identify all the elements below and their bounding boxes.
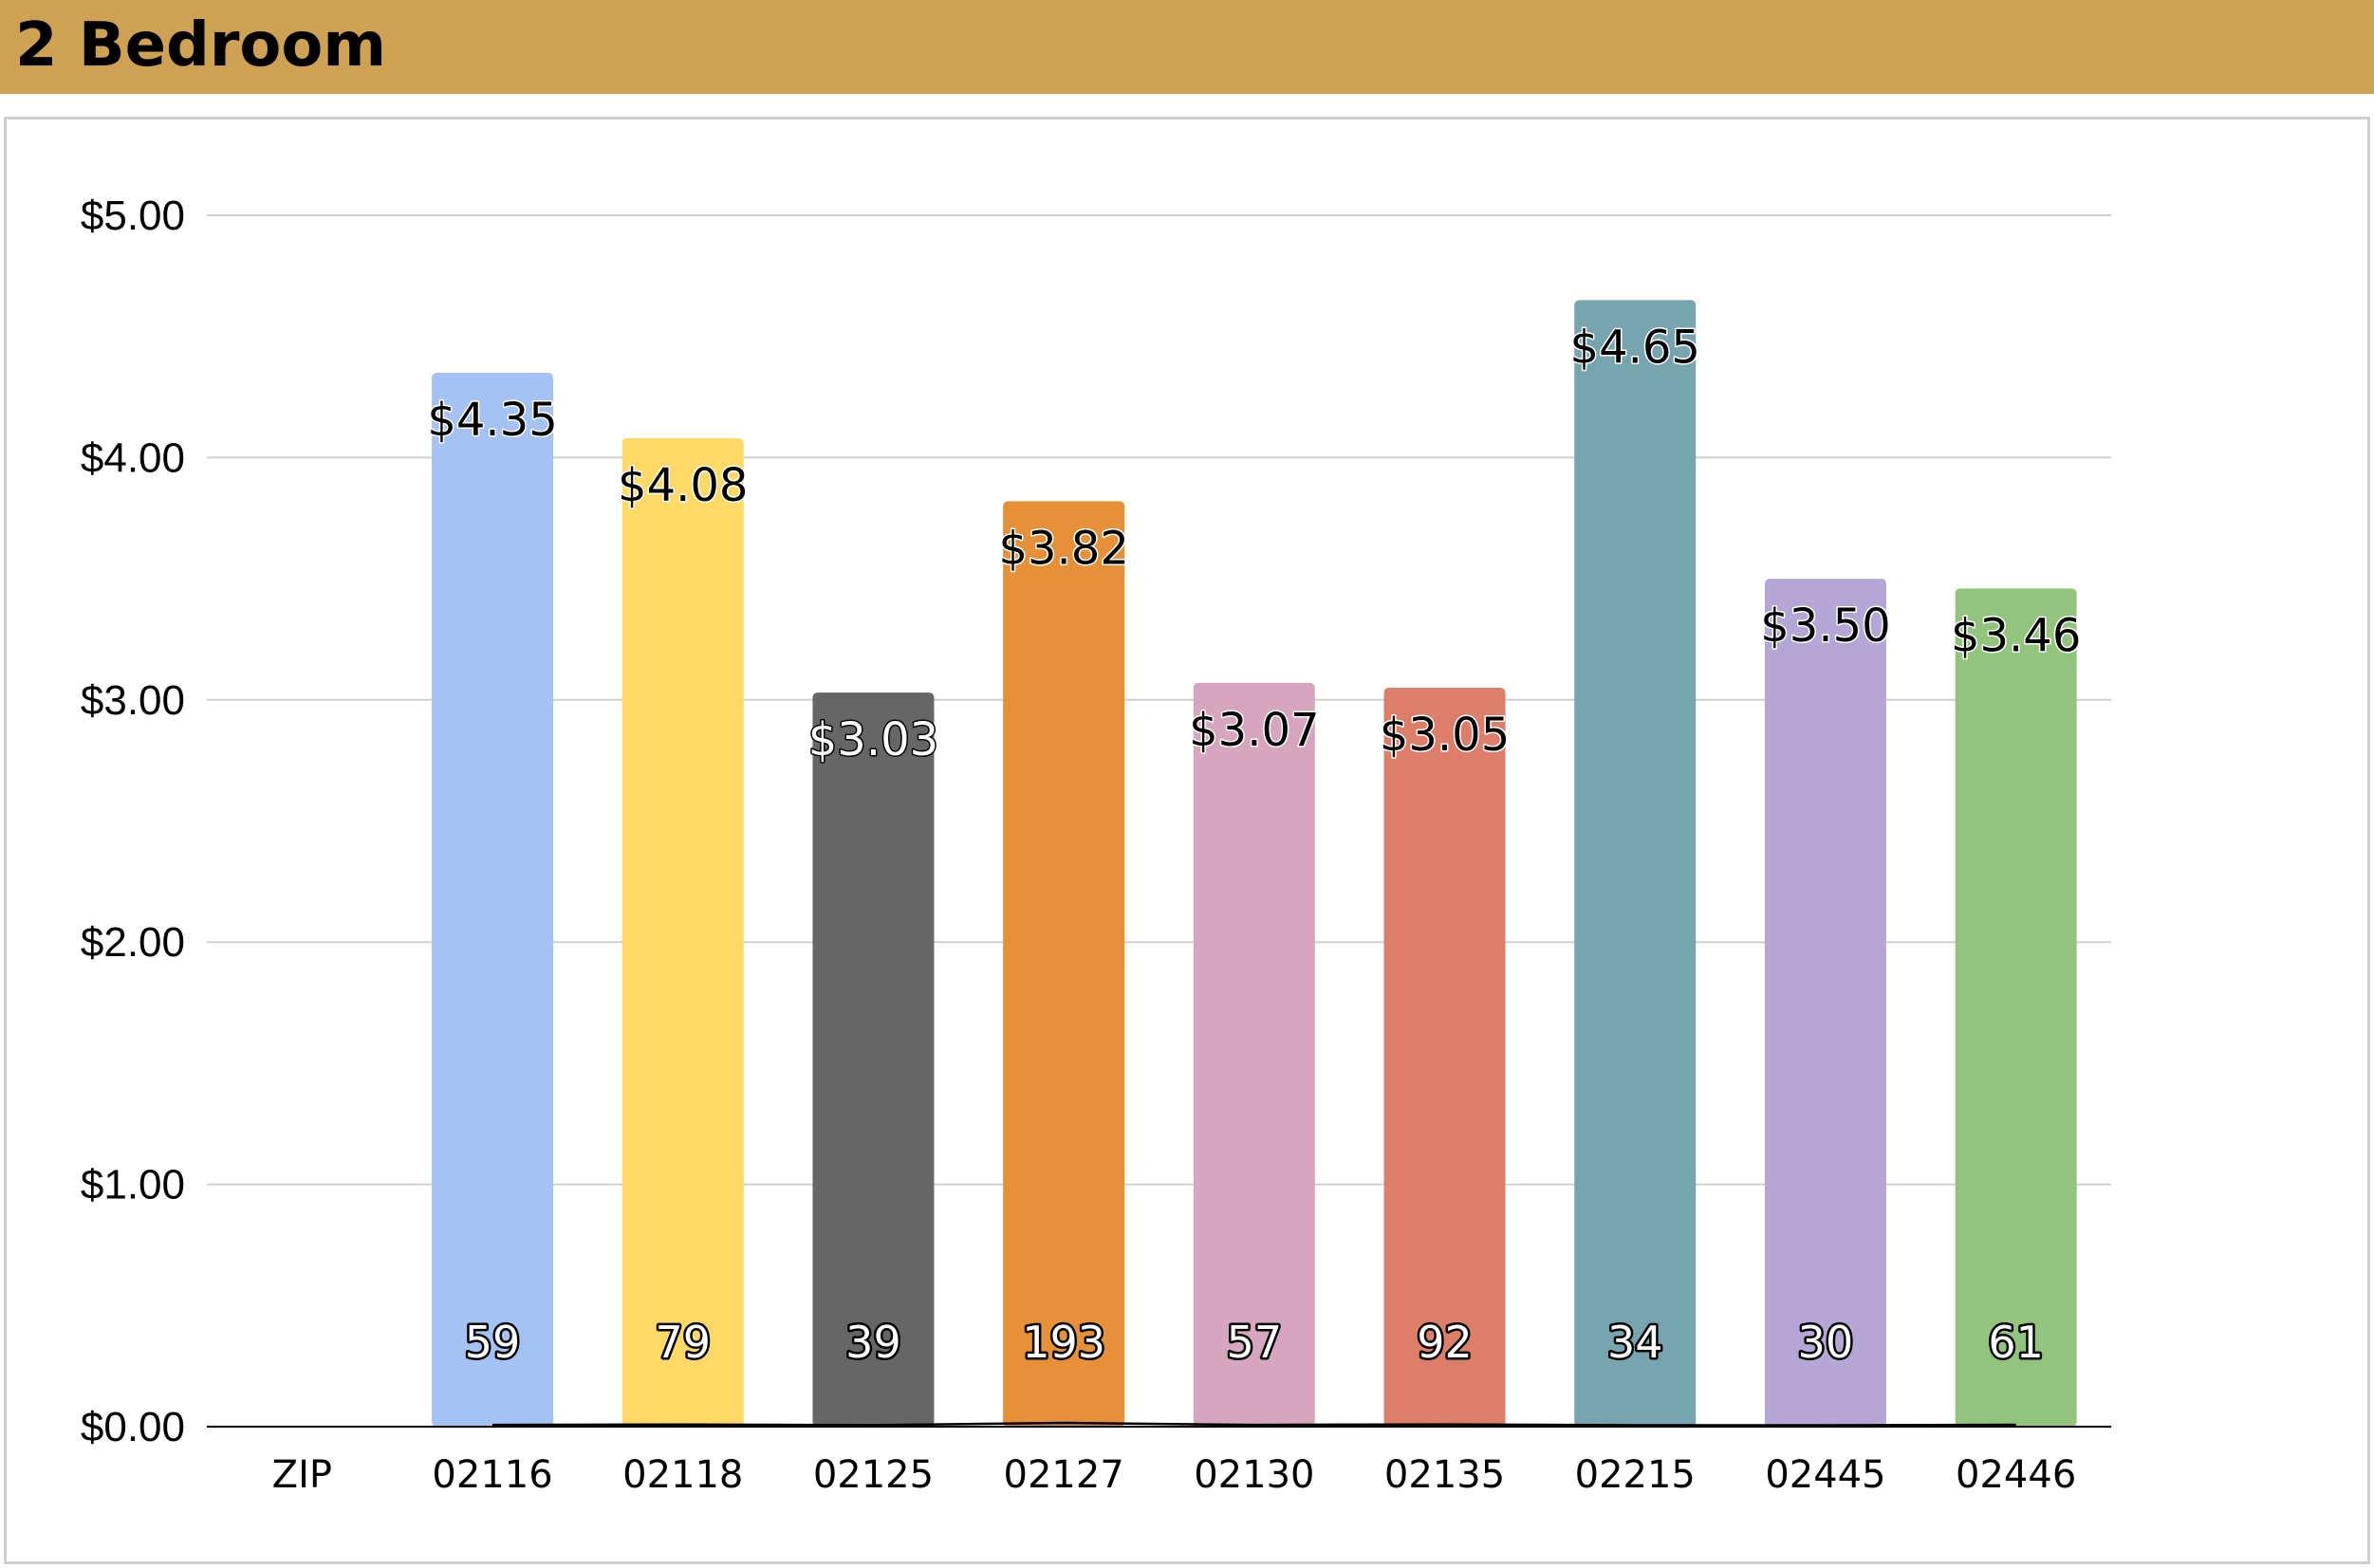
x-tick-label: ZIP — [272, 1453, 332, 1497]
bar — [1003, 501, 1125, 1427]
bar — [432, 373, 554, 1427]
y-tick-label: $2.00 — [81, 919, 185, 966]
bar — [1955, 588, 2077, 1427]
count-series-line — [492, 1421, 2016, 1427]
y-tick-label: $5.00 — [81, 193, 185, 239]
y-tick-label: $3.00 — [81, 677, 185, 724]
bar-value-label: $4.08 — [618, 459, 748, 512]
bar-count-label: 79 — [655, 1317, 711, 1368]
bar-count-label: 34 — [1607, 1317, 1663, 1368]
chart-container: $0.00 $1.00 $2.00 $3.00 $4.00 $5.00 ZIP 02116 02… — [4, 117, 2370, 1564]
y-tick-label: $0.00 — [81, 1404, 185, 1450]
bar — [1193, 682, 1315, 1427]
x-tick-label: 02116 — [432, 1453, 552, 1497]
bar-count-label: 92 — [1417, 1317, 1473, 1368]
x-tick-label: 02135 — [1384, 1453, 1505, 1497]
bar-count-label: 57 — [1227, 1317, 1283, 1368]
bar-count-label: 61 — [1988, 1317, 2044, 1368]
x-tick-label: 02130 — [1194, 1453, 1314, 1497]
y-tick-label: $4.00 — [81, 434, 185, 481]
x-tick-label: 02445 — [1765, 1453, 1885, 1497]
bar-value-label: $3.46 — [1951, 609, 2081, 662]
bar — [1383, 688, 1506, 1427]
bar-value-label: $4.35 — [427, 394, 557, 447]
bar-chart: $0.00 $1.00 $2.00 $3.00 $4.00 $5.00 ZIP 02116 02… — [81, 193, 2111, 1497]
bar — [621, 437, 744, 1427]
bar-value-label: $4.65 — [1570, 321, 1700, 374]
bar-count-label: 39 — [845, 1317, 901, 1368]
x-tick-label: 02118 — [622, 1453, 743, 1497]
bar — [1764, 579, 1886, 1427]
y-tick-label: $1.00 — [81, 1162, 185, 1208]
header-bar: 2 Bedroom — [0, 0, 2374, 94]
x-tick-label: 02446 — [1956, 1453, 2076, 1497]
bar-value-label: $3.82 — [998, 522, 1128, 575]
bar — [812, 692, 935, 1427]
bar-value-label: $3.50 — [1760, 600, 1890, 653]
bar-value-label: $3.07 — [1189, 704, 1319, 757]
bar-count-label: 59 — [465, 1317, 521, 1368]
bar-value-label: $3.05 — [1380, 709, 1510, 762]
bar-count-label: 193 — [1022, 1317, 1105, 1368]
x-tick-label: 02127 — [1004, 1453, 1124, 1497]
bar-value-label: $3.03 — [808, 713, 938, 766]
x-tick-label: 02125 — [813, 1453, 934, 1497]
x-tick-label: 02215 — [1575, 1453, 1696, 1497]
page-title: 2 Bedroom — [15, 10, 386, 81]
bar-count-label: 30 — [1798, 1317, 1854, 1368]
bar — [1574, 300, 1697, 1427]
